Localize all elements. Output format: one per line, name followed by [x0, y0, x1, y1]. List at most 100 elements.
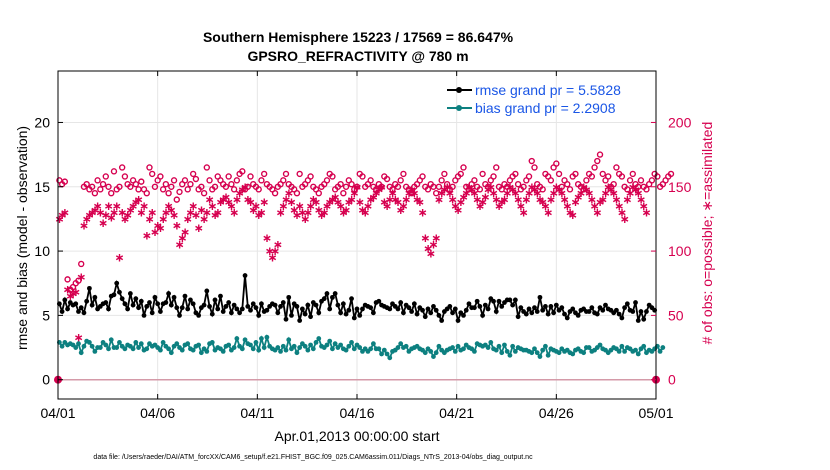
- bias-point: [586, 345, 592, 350]
- bias-point: [157, 347, 163, 353]
- assimilated-obs-point: ∗: [557, 186, 567, 200]
- rmse-point: [335, 302, 341, 308]
- rmse-point: [411, 301, 417, 307]
- rmse-point: [248, 307, 253, 313]
- possible-obs-point: [566, 186, 574, 193]
- rmse-point: [472, 305, 477, 311]
- rmse-point: [499, 303, 505, 309]
- assimilated-obs-point: ∗: [221, 190, 231, 204]
- assimilated-obs-point: ∗: [491, 193, 501, 207]
- assimilated-obs-point: ∗: [316, 208, 326, 222]
- assimilated-obs-point: ∗: [521, 193, 531, 207]
- possible-obs-point: [282, 170, 290, 178]
- bias-point: [398, 341, 404, 347]
- possible-obs-point: [105, 183, 112, 190]
- bias-point: [619, 343, 625, 349]
- bias-point: [657, 349, 663, 354]
- assimilated-obs-point: ∗: [390, 193, 400, 207]
- bias-point: [138, 341, 144, 347]
- rmse-point: [638, 309, 644, 314]
- rmse-point: [616, 311, 622, 317]
- assimilated-obs-point: ∗: [306, 199, 316, 213]
- bias-point: [256, 347, 262, 353]
- assimilated-obs-point: ∗: [226, 199, 236, 213]
- possible-obs-point: [348, 180, 355, 188]
- rmse-point: [65, 306, 70, 312]
- possible-obs-point: [572, 170, 579, 178]
- assimilated-obs-point: ∗: [606, 182, 616, 196]
- possible-obs-point: [78, 260, 85, 268]
- possible-obs-point: [225, 173, 232, 180]
- rmse-point: [493, 309, 499, 314]
- possible-obs-point: [438, 177, 445, 184]
- possible-obs-point: [329, 173, 336, 180]
- assimilated-obs-point: ∗: [595, 195, 605, 209]
- assimilated-obs-point: ∗: [398, 199, 408, 213]
- possible-obs-point: [624, 186, 631, 193]
- rmse-point: [316, 310, 322, 316]
- assimilated-obs-point: ∗: [622, 193, 632, 207]
- possible-obs-point: [315, 189, 322, 197]
- rmse-point: [534, 309, 540, 314]
- y-left-tick-label: 0: [42, 372, 50, 388]
- assimilated-obs-point: ∗: [630, 182, 640, 196]
- assimilated-obs-point: ∗: [499, 193, 509, 207]
- rmse-point: [103, 300, 109, 305]
- rmse-point: [387, 306, 393, 312]
- possible-obs-point: [88, 183, 96, 190]
- assimilated-obs-point: ∗: [243, 193, 253, 207]
- bias-point: [174, 341, 180, 347]
- assimilated-obs-point: ∗: [164, 199, 174, 213]
- assimilated-obs-point: ∗: [428, 238, 438, 252]
- assimilated-obs-point: ∗: [633, 186, 643, 200]
- possible-obs-point: [157, 173, 164, 180]
- assimilated-obs-point: ∗: [590, 199, 600, 213]
- assimilated-obs-point: ∗: [210, 208, 220, 222]
- assimilated-obs-point: ∗: [404, 186, 414, 200]
- possible-obs-point: [247, 173, 254, 180]
- assimilated-obs-point: ∗: [472, 193, 482, 207]
- assimilated-obs-point: ∗: [538, 195, 548, 209]
- possible-obs-point: [626, 177, 634, 184]
- rmse-point: [324, 291, 330, 296]
- assimilated-obs-point: ∗: [488, 186, 498, 200]
- possible-obs-point: [64, 276, 71, 283]
- assimilated-obs-point: ∗: [480, 190, 490, 204]
- assimilated-obs-point: ∗: [93, 199, 103, 213]
- assimilated-obs-point: ∗: [177, 231, 187, 245]
- assimilated-obs-point: ∗: [598, 193, 608, 207]
- bias-point: [231, 345, 237, 350]
- possible-obs-point: [613, 164, 620, 171]
- bias-point: [338, 342, 344, 348]
- rmse-point: [106, 306, 111, 312]
- assimilated-obs-point: ∗: [123, 208, 133, 222]
- possible-obs-point: [206, 177, 213, 184]
- assimilated-obs-point: ∗: [540, 199, 550, 213]
- possible-obs-point: [244, 183, 251, 190]
- y-left-axis-label: rmse and bias (model - observation): [14, 126, 30, 350]
- possible-obs-series: [56, 151, 675, 293]
- possible-obs-point: [432, 189, 440, 197]
- bias-point: [226, 342, 232, 348]
- bias-point: [395, 345, 401, 350]
- assimilated-obs-point: ∗: [420, 231, 430, 245]
- assimilated-obs-point: ∗: [240, 180, 250, 194]
- bias-point: [357, 345, 363, 350]
- possible-obs-point: [170, 177, 178, 184]
- rmse-point: [409, 309, 415, 314]
- assimilated-obs-point: ∗: [292, 208, 302, 222]
- bias-point: [543, 343, 548, 349]
- assimilated-obs-point: ∗: [205, 193, 215, 207]
- y-left-tick-label: 10: [34, 243, 50, 259]
- bias-point: [499, 350, 505, 356]
- bias-point: [209, 340, 215, 345]
- possible-obs-point: [596, 151, 604, 158]
- chart-title-line1: Southern Hemisphere 15223 / 17569 = 86.6…: [203, 29, 514, 45]
- bias-point: [242, 337, 248, 343]
- possible-obs-point: [198, 183, 205, 190]
- rmse-point: [614, 307, 619, 313]
- assimilated-obs-point: ∗: [535, 193, 545, 207]
- possible-obs-point: [648, 177, 656, 184]
- rmse-point: [125, 306, 131, 312]
